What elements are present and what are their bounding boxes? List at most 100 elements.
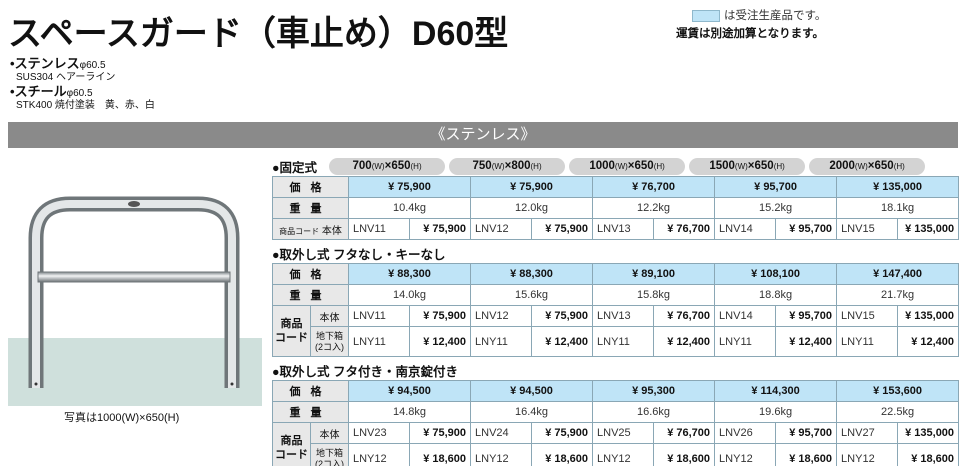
- code-price-cell: ¥ 75,900: [408, 218, 472, 240]
- table-row: 重量 14.8kg 16.4kg 16.6kg 19.6kg 22.5kg: [272, 401, 960, 423]
- table-removable-header: ●取外し式 フタなし・キーなし: [272, 243, 958, 263]
- weight-cell: 14.0kg: [347, 284, 472, 306]
- code-price-cell: ¥ 75,900: [531, 305, 594, 327]
- shipping-note: 運賃は別途加算となります。: [676, 28, 825, 40]
- code-cell: LNV15: [836, 218, 899, 240]
- row-label-weight: 重量: [272, 197, 349, 219]
- code-cell: LNV13: [592, 218, 655, 240]
- material-list: •ステンレスφ60.5 SUS304 ヘアーライン •スチールφ60.5 STK…: [10, 56, 155, 114]
- row-label-weight: 重量: [272, 284, 349, 306]
- code-price-cell: ¥ 12,400: [653, 326, 716, 357]
- weight-cell: 18.8kg: [714, 284, 838, 306]
- code-cell: LNV11: [348, 218, 410, 240]
- row-label-weight: 重量: [272, 401, 349, 423]
- section-header: 《ステンレス》: [8, 122, 958, 148]
- code-price-cell: ¥ 18,600: [408, 443, 472, 466]
- weight-cell: 12.0kg: [470, 197, 594, 219]
- weight-cell: 16.4kg: [470, 401, 594, 423]
- row-label-price: 価格: [272, 380, 349, 402]
- product-photo: [8, 158, 262, 406]
- table-row: 地下箱 (2コ入) LNY12 ¥ 18,600 LNY12 ¥ 18,600 L…: [273, 443, 960, 466]
- code-price-cell: ¥ 75,900: [408, 422, 472, 444]
- size-tab: 2000(W)×650(H): [809, 157, 926, 175]
- code-cell: LNY11: [592, 326, 655, 357]
- price-cell: ¥ 75,900: [347, 176, 472, 198]
- table-row: 価格 ¥ 94,500 ¥ 94,500 ¥ 95,300 ¥ 114,300 …: [272, 380, 960, 402]
- price-cell: ¥ 135,000: [836, 176, 960, 198]
- ground-area: [8, 338, 262, 406]
- code-cell: LNV25: [592, 422, 655, 444]
- code-cell: LNY11: [836, 326, 899, 357]
- price-cell: ¥ 147,400: [836, 263, 960, 285]
- made-to-order-swatch: [692, 10, 720, 22]
- code-cell: LNV14: [714, 305, 777, 327]
- size-tab: 1000(W)×650(H): [569, 157, 686, 175]
- code-price-cell: ¥ 18,600: [653, 443, 716, 466]
- code-price-cell: ¥ 18,600: [775, 443, 838, 466]
- table-removable-lock: 価格 ¥ 94,500 ¥ 94,500 ¥ 95,300 ¥ 114,300 …: [272, 380, 960, 466]
- price-cell: ¥ 95,700: [714, 176, 838, 198]
- code-cell: LNY11: [714, 326, 777, 357]
- code-price-cell: ¥ 95,700: [775, 305, 838, 327]
- price-tables: ●固定式 700(W)×650(H) 750(W)×800(H) 1000(W)…: [272, 156, 960, 466]
- weight-cell: 14.8kg: [347, 401, 472, 423]
- code-cell: LNY12: [592, 443, 655, 466]
- code-cell: LNV12: [470, 305, 533, 327]
- table-row: 地下箱 (2コ入) LNY11 ¥ 12,400 LNY11 ¥ 12,400 L…: [273, 326, 960, 357]
- code-cell: LNV23: [348, 422, 410, 444]
- code-cell: LNY11: [348, 326, 410, 357]
- price-cell: ¥ 108,100: [714, 263, 838, 285]
- row-label-body: 本体: [310, 422, 349, 444]
- code-cell: LNV14: [714, 218, 777, 240]
- material-steel-spec: STK400 焼付塗装 黄、赤、白: [16, 100, 155, 111]
- made-to-order-note: は受注生産品です。: [724, 10, 827, 22]
- code-cell: LNY12: [348, 443, 410, 466]
- code-price-cell: ¥ 135,000: [897, 305, 960, 327]
- row-label-code: 商品 コード: [272, 305, 311, 357]
- code-price-cell: ¥ 75,900: [531, 218, 594, 240]
- table-row: 価格 ¥ 75,900 ¥ 75,900 ¥ 76,700 ¥ 95,700 ¥…: [272, 176, 960, 198]
- code-price-cell: ¥ 135,000: [897, 422, 960, 444]
- material-stainless: •ステンレスφ60.5: [10, 56, 106, 71]
- guard-image: [28, 196, 240, 388]
- code-price-cell: ¥ 12,400: [897, 326, 960, 357]
- size-tabs: 700(W)×650(H) 750(W)×800(H) 1000(W)×650(…: [329, 157, 929, 175]
- price-cell: ¥ 95,300: [592, 380, 716, 402]
- table-fixed: 価格 ¥ 75,900 ¥ 75,900 ¥ 76,700 ¥ 95,700 ¥…: [272, 176, 960, 240]
- code-price-cell: ¥ 95,700: [775, 218, 838, 240]
- code-price-cell: ¥ 135,000: [897, 218, 960, 240]
- code-cell: LNY12: [836, 443, 899, 466]
- row-label-price: 価格: [272, 263, 349, 285]
- table-row: 重量 10.4kg 12.0kg 12.2kg 15.2kg 18.1kg: [272, 197, 960, 219]
- code-price-cell: ¥ 18,600: [897, 443, 960, 466]
- code-price-cell: ¥ 12,400: [408, 326, 472, 357]
- table-removable-nocap: 価格 ¥ 88,300 ¥ 88,300 ¥ 89,100 ¥ 108,100 …: [272, 263, 960, 357]
- price-cell: ¥ 76,700: [592, 176, 716, 198]
- weight-cell: 19.6kg: [714, 401, 838, 423]
- code-cell: LNV27: [836, 422, 899, 444]
- row-label-underground: 地下箱 (2コ入): [310, 326, 349, 357]
- table-title: ●取外し式 フタなし・キーなし: [272, 247, 446, 262]
- row-label-underground: 地下箱 (2コ入): [310, 443, 349, 466]
- weight-cell: 12.2kg: [592, 197, 716, 219]
- code-price-cell: ¥ 75,900: [408, 305, 472, 327]
- price-cell: ¥ 75,900: [470, 176, 594, 198]
- price-cell: ¥ 114,300: [714, 380, 838, 402]
- code-price-cell: ¥ 12,400: [531, 326, 594, 357]
- code-cell: LNV13: [592, 305, 655, 327]
- price-cell: ¥ 153,600: [836, 380, 960, 402]
- code-cell: LNY11: [470, 326, 533, 357]
- code-price-cell: ¥ 18,600: [531, 443, 594, 466]
- code-cell: LNY12: [470, 443, 533, 466]
- table-removable-lock-header: ●取外し式 フタ付き・南京錠付き: [272, 360, 958, 380]
- code-cell: LNV15: [836, 305, 899, 327]
- material-stainless-spec: SUS304 ヘアーライン: [16, 72, 116, 83]
- table-row: 価格 ¥ 88,300 ¥ 88,300 ¥ 89,100 ¥ 108,100 …: [272, 263, 960, 285]
- row-label-code: 商品 コード: [272, 422, 311, 466]
- table-row: 重量 14.0kg 15.6kg 15.8kg 18.8kg 21.7kg: [272, 284, 960, 306]
- code-price-cell: ¥ 76,700: [653, 305, 716, 327]
- row-label-body: 本体: [310, 305, 349, 327]
- page-title: スペースガード（車止め）D60型: [8, 15, 509, 53]
- weight-cell: 15.8kg: [592, 284, 716, 306]
- legend: は受注生産品です。 運賃は別途加算となります。: [676, 8, 827, 42]
